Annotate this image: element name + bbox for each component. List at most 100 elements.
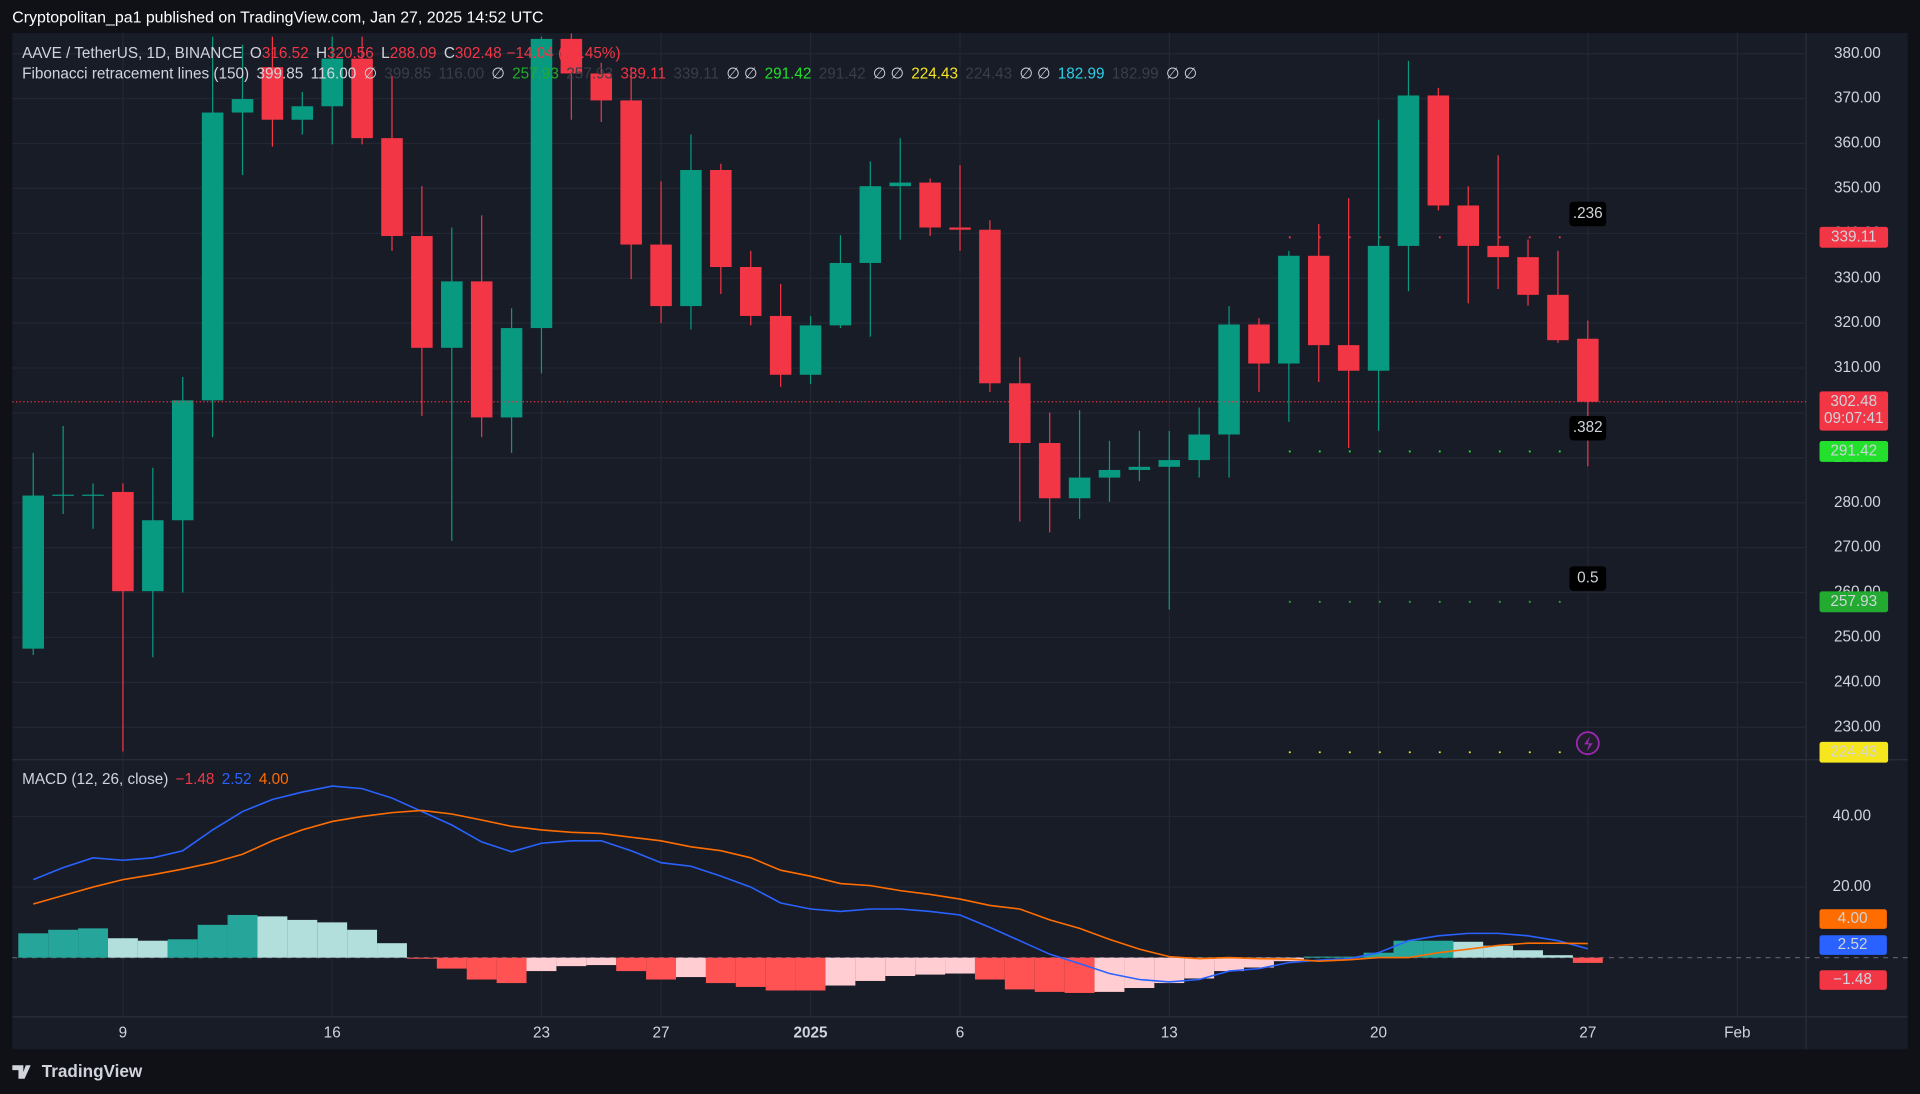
legend-value: 4.00 <box>259 771 289 788</box>
candle-body <box>1158 460 1181 467</box>
ohlc-value: 320.56 <box>327 45 374 62</box>
fib-legend-value: 399.85 <box>256 66 303 83</box>
candle-body <box>1517 257 1539 295</box>
candle-body <box>231 99 254 113</box>
price-tag-label: 339.11 <box>1831 228 1877 245</box>
fib-legend-value: 182.99 <box>1112 66 1159 83</box>
fib-legend-value: 257.93 <box>566 66 613 83</box>
candle-body <box>769 315 792 375</box>
x-tick-label: 16 <box>324 1024 341 1041</box>
y2-tick-label: 20.00 <box>1833 878 1871 895</box>
candle-body <box>1547 294 1569 341</box>
histogram-bar <box>1214 957 1245 972</box>
fib-legend-value: 224.43 <box>911 66 958 83</box>
candle-body <box>411 236 433 348</box>
banner: Cryptopolitan_pa1 published on TradingVi… <box>12 10 543 27</box>
candle-body <box>1248 324 1270 364</box>
y-tick-label: 280.00 <box>1834 494 1881 511</box>
fib-label-box <box>1569 415 1607 441</box>
histogram-bar <box>825 957 856 986</box>
x-tick-label: Feb <box>1724 1024 1750 1041</box>
x-tick-label: 6 <box>956 1024 965 1041</box>
candle-body <box>979 229 1001 384</box>
x-tick-label: 9 <box>119 1024 128 1041</box>
price-tag <box>1819 441 1889 462</box>
candle-body <box>710 170 732 267</box>
ohlc-key: L <box>381 45 390 62</box>
candle-body <box>201 112 224 401</box>
price-tag-label: 291.42 <box>1830 443 1877 460</box>
candle-body <box>22 495 45 649</box>
histogram-bar <box>466 957 497 980</box>
histogram-bar <box>1572 957 1603 963</box>
candle-body <box>1367 245 1390 371</box>
candle-body <box>112 491 134 592</box>
fib-legend-value: ∅ ∅ <box>1019 66 1050 83</box>
fib-label-box <box>1569 566 1607 591</box>
candle-body <box>1397 95 1420 246</box>
candle-body <box>470 281 493 418</box>
candle-body <box>321 58 343 107</box>
histogram-bar <box>945 957 975 974</box>
y-tick-label: 270.00 <box>1834 539 1881 556</box>
candle-body <box>1487 245 1509 258</box>
candle-body <box>799 325 822 375</box>
fib-legend-value: 291.42 <box>765 66 812 83</box>
candle-body <box>1427 95 1450 206</box>
histogram-bar <box>885 957 916 977</box>
candle-body <box>919 182 941 228</box>
candle-body <box>829 262 852 326</box>
macd-tag-label: 2.52 <box>1838 936 1868 953</box>
fib-legend-value: ∅ ∅ <box>873 66 904 83</box>
histogram-bar <box>765 957 796 991</box>
x-tick-label: 23 <box>533 1024 550 1041</box>
x-tick-label: 27 <box>653 1024 670 1041</box>
histogram-bar <box>705 957 736 984</box>
candle-body <box>171 400 194 521</box>
fib-legend-title: Fibonacci retracement lines (150) <box>22 66 249 83</box>
brand-logo <box>12 1065 31 1079</box>
histogram-bar <box>915 957 946 975</box>
x-tick-label: 2025 <box>794 1024 829 1041</box>
candle-body <box>1038 443 1061 499</box>
histogram-bar <box>1303 956 1334 958</box>
histogram-bar <box>167 939 198 958</box>
ohlc-key: C <box>444 45 455 62</box>
ohlc-value: 316.52 <box>262 45 309 62</box>
y-tick-label: 350.00 <box>1834 179 1881 196</box>
candle-body <box>291 106 314 120</box>
legend-value: −1.48 <box>176 771 215 788</box>
histogram-bar <box>197 924 228 958</box>
histogram-bar <box>1244 957 1274 968</box>
histogram-bar <box>1363 952 1394 958</box>
candle-body <box>1278 255 1300 364</box>
candle-body <box>1009 383 1031 444</box>
histogram-bar <box>1333 956 1364 958</box>
candle-body <box>381 138 403 237</box>
y-tick-label: 360.00 <box>1834 135 1881 152</box>
histogram-bar <box>1124 957 1155 989</box>
histogram-bar <box>496 957 527 984</box>
y-tick-label: 330.00 <box>1834 269 1881 286</box>
fib-legend-value: 116.00 <box>438 66 484 83</box>
histogram-bar <box>676 957 706 978</box>
x-tick-label: 27 <box>1579 1024 1596 1041</box>
fib-legend-value: 291.42 <box>819 66 866 83</box>
macd-tag <box>1819 970 1887 990</box>
macd-tag <box>1819 935 1887 955</box>
candle-body <box>530 38 553 329</box>
candle-body <box>52 494 74 496</box>
fib-legend-value: 399.85 <box>384 66 431 83</box>
ohlc-value: 288.09 <box>390 45 437 62</box>
price-tag-label: 224.43 <box>1830 743 1877 760</box>
histogram-bar <box>586 957 617 966</box>
histogram-bar <box>48 929 79 958</box>
fib-legend-value: 339.11 <box>620 66 666 83</box>
histogram-bar <box>974 957 1005 980</box>
histogram-bar <box>646 957 677 980</box>
candle-body <box>1128 466 1151 470</box>
candle-body <box>949 227 971 230</box>
macd-line <box>33 809 1588 962</box>
candle-body <box>261 67 284 120</box>
